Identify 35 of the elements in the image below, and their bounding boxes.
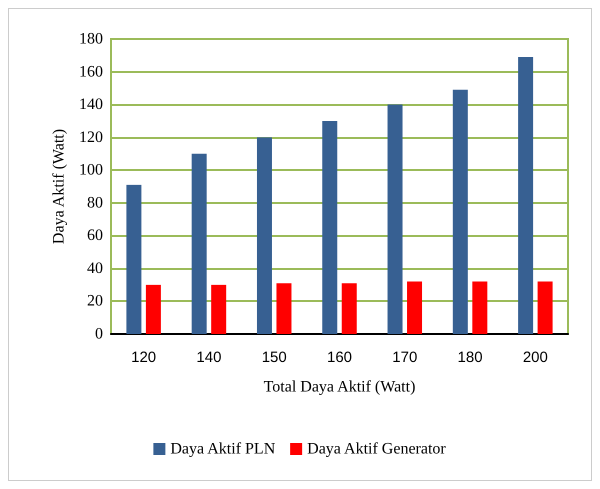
bar [276,283,292,334]
y-tick-label: 120 [79,128,103,146]
y-tick-label: 100 [79,162,103,179]
y-tick-label: 180 [79,30,103,48]
bar [538,282,553,334]
y-tick-label: 60 [87,227,103,244]
x-tick-label: 200 [522,349,548,366]
bar [211,284,226,334]
x-tick-label: 180 [458,349,483,366]
bar [342,283,357,334]
y-tick-label: 0 [95,326,103,342]
y-tick-label: 20 [87,292,103,310]
legend-label: Daya Aktif Generator [307,440,446,458]
y-tick-label: 140 [79,96,103,114]
y-tick-label: 80 [87,194,103,212]
bar [192,154,207,334]
bar [146,284,161,334]
bar [472,282,488,334]
legend-label: Daya Aktif PLN [170,440,276,458]
bar [256,137,272,334]
x-tick-label: 140 [196,349,222,366]
y-tick-label: 160 [79,63,103,80]
y-tick-label: 40 [87,260,103,277]
x-tick-label: 120 [131,349,156,366]
x-tick-label: 150 [262,349,287,366]
bar [407,282,422,334]
x-axis-title: Total Daya Aktif (Watt) [264,378,416,396]
x-tick-label: 160 [326,349,352,366]
x-tick-label: 170 [392,349,418,366]
bar [518,57,534,334]
bar [126,184,142,334]
y-axis-title: Daya Aktif (Watt) [50,128,68,244]
bar [388,104,403,334]
bar [322,120,338,334]
bar [452,90,468,334]
